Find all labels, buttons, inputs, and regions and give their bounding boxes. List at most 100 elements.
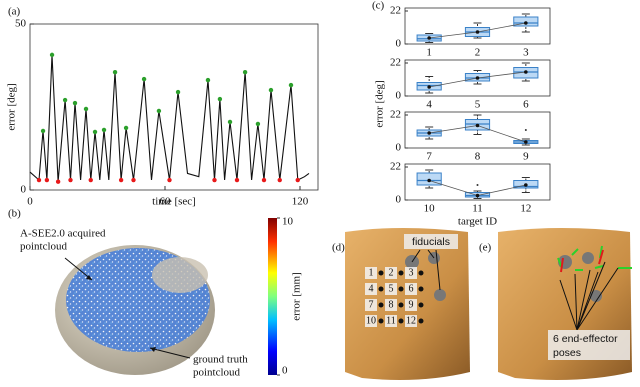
outlier xyxy=(524,129,527,131)
phantom-e: 6 end-effector poses (e) xyxy=(479,228,632,380)
point xyxy=(288,82,294,88)
point xyxy=(268,87,274,93)
point xyxy=(217,96,223,102)
x-tick-label: 3 xyxy=(523,47,529,59)
mean-point xyxy=(427,178,431,183)
x-tick-label: 12 xyxy=(520,203,531,215)
x-axis-label: target ID xyxy=(458,216,497,228)
x-tick-label: 7 xyxy=(426,151,432,163)
y-axis-label: error [deg] xyxy=(374,80,386,127)
x-tick-label: 6 xyxy=(523,99,529,111)
target-label: 4 xyxy=(369,283,374,294)
arrow xyxy=(427,249,435,259)
point xyxy=(295,177,300,183)
target-label: 2 xyxy=(389,267,394,278)
mean-point xyxy=(475,193,480,198)
panel-label: (a) xyxy=(8,6,21,18)
plot-frame xyxy=(404,163,551,201)
arrowhead xyxy=(150,347,156,352)
panel-label: (d) xyxy=(332,242,345,254)
fiducial xyxy=(434,289,446,301)
mean-point xyxy=(475,30,480,34)
arrow xyxy=(435,249,441,291)
cloud-gap xyxy=(152,257,208,293)
point xyxy=(227,119,233,125)
point xyxy=(212,177,217,183)
point xyxy=(40,128,46,134)
label-bg xyxy=(385,283,397,295)
point xyxy=(62,97,68,103)
mean-point xyxy=(524,21,528,25)
point xyxy=(234,177,240,183)
x-tick-label: 2 xyxy=(475,47,481,59)
mean-point xyxy=(427,85,431,89)
label-bg xyxy=(385,267,397,279)
target-point xyxy=(398,318,404,324)
label-bg xyxy=(405,315,417,327)
pointcloud-panel: (b) A-SEE2.0 acquired pointcloud ground … xyxy=(8,208,277,379)
target-point xyxy=(398,302,404,308)
point xyxy=(255,121,261,127)
x-tick-label: 1 xyxy=(426,47,432,59)
x-tick-label: 0 xyxy=(27,196,33,208)
point xyxy=(36,177,42,183)
point xyxy=(156,108,162,114)
annotation: A-SEE2.0 acquired xyxy=(20,228,106,240)
mean-point xyxy=(475,76,480,80)
y-tick-label: 0 xyxy=(21,184,27,196)
arrowhead xyxy=(86,275,92,280)
y-tick-label: 0 xyxy=(396,38,402,50)
point xyxy=(92,129,98,135)
point xyxy=(167,177,172,183)
target-label: 11 xyxy=(386,315,396,326)
mean-point xyxy=(524,70,528,74)
target-point xyxy=(378,286,384,292)
label-bg xyxy=(365,283,377,295)
point xyxy=(242,69,248,75)
callout: poses xyxy=(553,347,581,359)
point xyxy=(88,177,93,183)
colorbar-label: error [mm] xyxy=(291,272,303,321)
point xyxy=(112,69,118,75)
fiducial xyxy=(582,252,594,264)
mean-point xyxy=(475,123,480,128)
panel-label: (e) xyxy=(479,242,492,254)
point xyxy=(205,77,211,83)
callout: fiducials xyxy=(412,236,450,248)
label-bg xyxy=(365,267,377,279)
plot-frame xyxy=(404,7,551,45)
annotation: pointcloud xyxy=(20,241,68,253)
point xyxy=(44,177,50,183)
mean-point xyxy=(427,36,431,40)
target-point xyxy=(418,286,424,292)
mean-point xyxy=(524,183,528,187)
target-label: 9 xyxy=(409,299,414,310)
x-tick-label: 5 xyxy=(475,99,481,111)
point xyxy=(277,177,282,183)
callout-box xyxy=(404,234,458,249)
panel-label: (b) xyxy=(8,208,21,220)
arrow xyxy=(411,249,421,263)
label-bg xyxy=(365,299,377,311)
mean-point xyxy=(524,140,528,144)
y-axis-label: error [deg] xyxy=(6,83,18,130)
x-tick-label: 60 xyxy=(160,196,172,208)
point xyxy=(72,100,78,106)
arrow xyxy=(64,257,93,281)
point xyxy=(261,177,267,183)
annotation: pointcloud xyxy=(193,367,241,379)
point xyxy=(83,106,89,112)
arrow xyxy=(559,261,619,331)
x-tick-label: 4 xyxy=(426,99,432,111)
target-point xyxy=(418,270,424,276)
annotation: ground truth xyxy=(193,354,248,366)
target-point xyxy=(378,318,384,324)
target-label: 10 xyxy=(366,315,376,326)
panel-label: (c) xyxy=(372,0,385,12)
point xyxy=(118,177,124,183)
plot-frame xyxy=(404,111,551,149)
y-tick-label: 0 xyxy=(396,90,402,102)
target-label: 3 xyxy=(409,267,414,278)
y-tick-label: 50 xyxy=(15,18,27,30)
